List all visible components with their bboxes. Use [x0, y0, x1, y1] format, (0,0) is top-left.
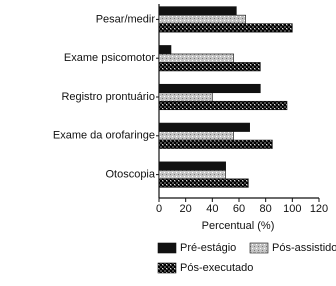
x-tick-label: 40: [206, 203, 218, 215]
legend-label: Pós-assistido: [272, 242, 336, 254]
bar: [158, 92, 213, 102]
bar: [158, 100, 288, 111]
x-tick-label: 0: [156, 203, 162, 215]
bar: [158, 161, 226, 171]
x-tick-label: 120: [310, 203, 328, 215]
bar: [158, 6, 237, 16]
bar: [158, 45, 172, 55]
bar: [158, 53, 234, 63]
bar: [158, 23, 293, 33]
legend-swatch: [249, 242, 269, 254]
x-tick-label: 80: [260, 203, 272, 215]
bar: [158, 83, 261, 94]
legend-swatch: [157, 242, 177, 254]
bar: [158, 122, 250, 132]
x-tick-label: 20: [180, 203, 192, 215]
bar: [158, 14, 246, 24]
bar: [158, 170, 226, 180]
legend-label: Pós-executado: [180, 262, 253, 274]
y-tick-label: Pesar/medir: [96, 13, 156, 25]
y-tick-label: Exame psicomotor: [64, 52, 155, 64]
x-tick-label: 100: [283, 203, 301, 215]
bar: [158, 62, 261, 72]
y-tick-label: Otoscopia: [105, 169, 155, 181]
bar: [158, 178, 249, 188]
bar: [158, 131, 234, 141]
bar: [158, 139, 273, 149]
legend-swatch: [157, 262, 177, 274]
x-axis-label: Percentual (%): [202, 220, 275, 232]
y-tick-label: Registro prontuário: [61, 91, 155, 103]
x-tick-label: 60: [233, 203, 245, 215]
legend-label: Pré-estágio: [180, 242, 236, 254]
y-tick-label: Exame da orofaringe: [53, 130, 155, 142]
